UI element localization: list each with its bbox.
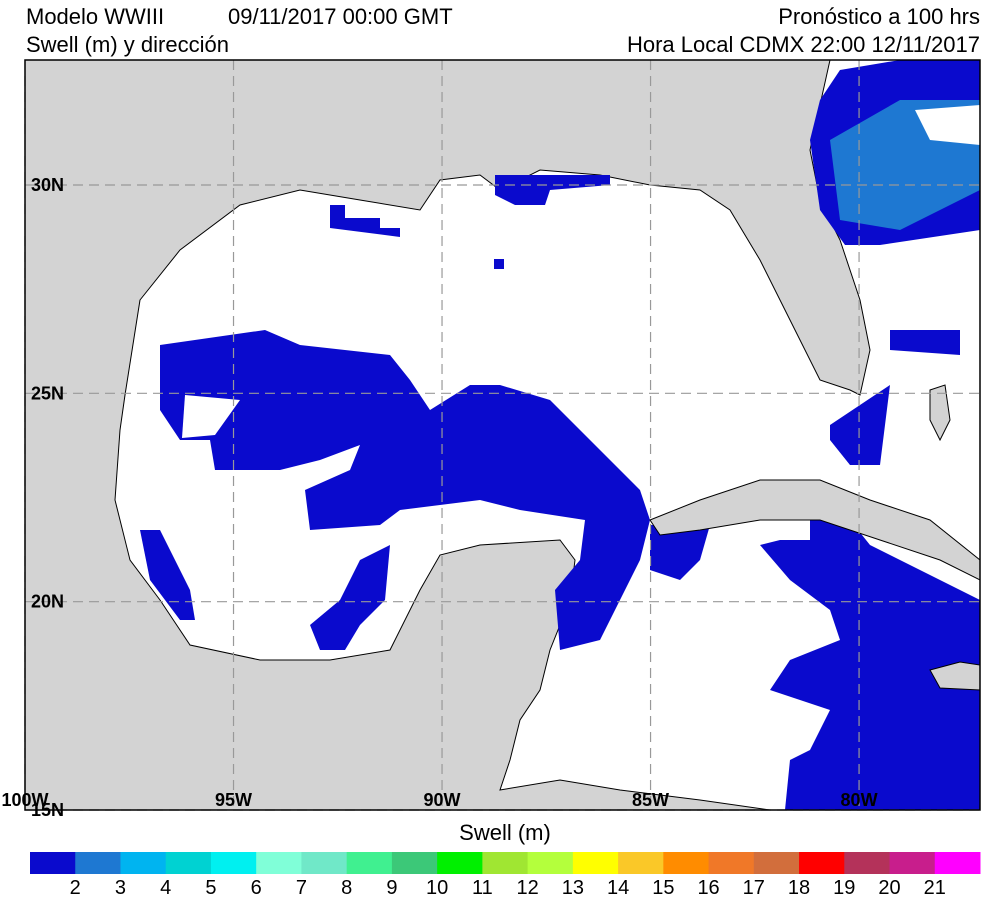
colorbar-swatch [437,852,483,874]
swell-area [650,525,710,580]
init-time: 09/11/2017 00:00 GMT [228,4,453,29]
colorbar-label: 3 [115,877,126,898]
lon-label: 90W [424,790,461,810]
colorbar-swatch [527,852,574,874]
colorbar-swatch [165,852,212,874]
swell-area [140,530,195,620]
colorbar-swatch [75,852,121,874]
colorbar-label: 19 [833,877,855,898]
swell-area [760,520,980,810]
swell-area [830,385,890,465]
colorbar-label: 20 [878,877,900,898]
colorbar-swatch [482,852,529,874]
colorbar-label: 12 [516,877,538,898]
colorbar-swatch [753,852,800,874]
local-time: Hora Local CDMX 22:00 12/11/2017 [627,32,980,57]
colorbar-label: 10 [426,877,448,898]
map [24,59,981,811]
colorbar-swatch [30,852,76,874]
swell-gap [915,105,980,145]
colorbar-title: Swell (m) [459,820,551,845]
map-frame [24,59,981,811]
swell-area [330,205,400,237]
lat-label: 25N [31,383,64,403]
colorbar-swatch [301,852,348,874]
colorbar-label: 2 [70,877,81,898]
lon-label: 80W [841,790,878,810]
model-name: Modelo WWIII [26,4,164,29]
colorbar-swatch [844,852,891,874]
colorbar-label: 13 [562,877,584,898]
colorbar-swatch [210,852,257,874]
colorbar-swatch [708,852,755,874]
colorbar-swatch [663,852,710,874]
lat-label: 15N [31,800,64,820]
colorbar-label: 8 [341,877,352,898]
colorbar-label: 7 [296,877,307,898]
swell-area [160,330,650,650]
variable: Swell (m) y dirección [26,32,229,57]
colorbar-label: 4 [160,877,171,898]
colorbar-label: 18 [788,877,810,898]
colorbar-label: 11 [472,877,493,898]
colorbar-label: 21 [924,877,946,898]
colorbar-swatch [889,852,936,874]
colorbar: 2 3 4 5 6 7 8 9 10 11 12 13 14 15 16 17 18 19 20 21 [30,852,981,899]
colorbar-label: 15 [652,877,674,898]
colorbar-swatch [391,852,438,874]
colorbar-label: 5 [205,877,216,898]
lon-label: 100W [1,790,48,810]
swell-area [495,175,610,205]
colorbar-swatch [346,852,393,874]
swell-area [890,330,960,355]
colorbar-swatch [618,852,664,874]
lon-label: 95W [215,790,252,810]
forecast: Pronóstico a 100 hrs [778,4,980,29]
colorbar-label: 17 [743,877,765,898]
lat-label: 30N [31,175,64,195]
colorbar-label: 9 [386,877,397,898]
colorbar-swatch [799,852,845,874]
colorbar-swatch [934,852,981,874]
lon-label: 85W [632,790,669,810]
colorbar-swatch [256,852,302,874]
bahamas [929,384,951,442]
colorbar-swatch [120,852,167,874]
colorbar-label: 16 [697,877,719,898]
swell-gap [182,395,240,438]
lat-label: 20N [31,592,64,612]
colorbar-label: 6 [251,877,262,898]
colorbar-swatch [572,852,619,874]
colorbar-label: 14 [607,877,629,898]
swell-area [494,259,504,269]
swell-area [310,545,390,650]
